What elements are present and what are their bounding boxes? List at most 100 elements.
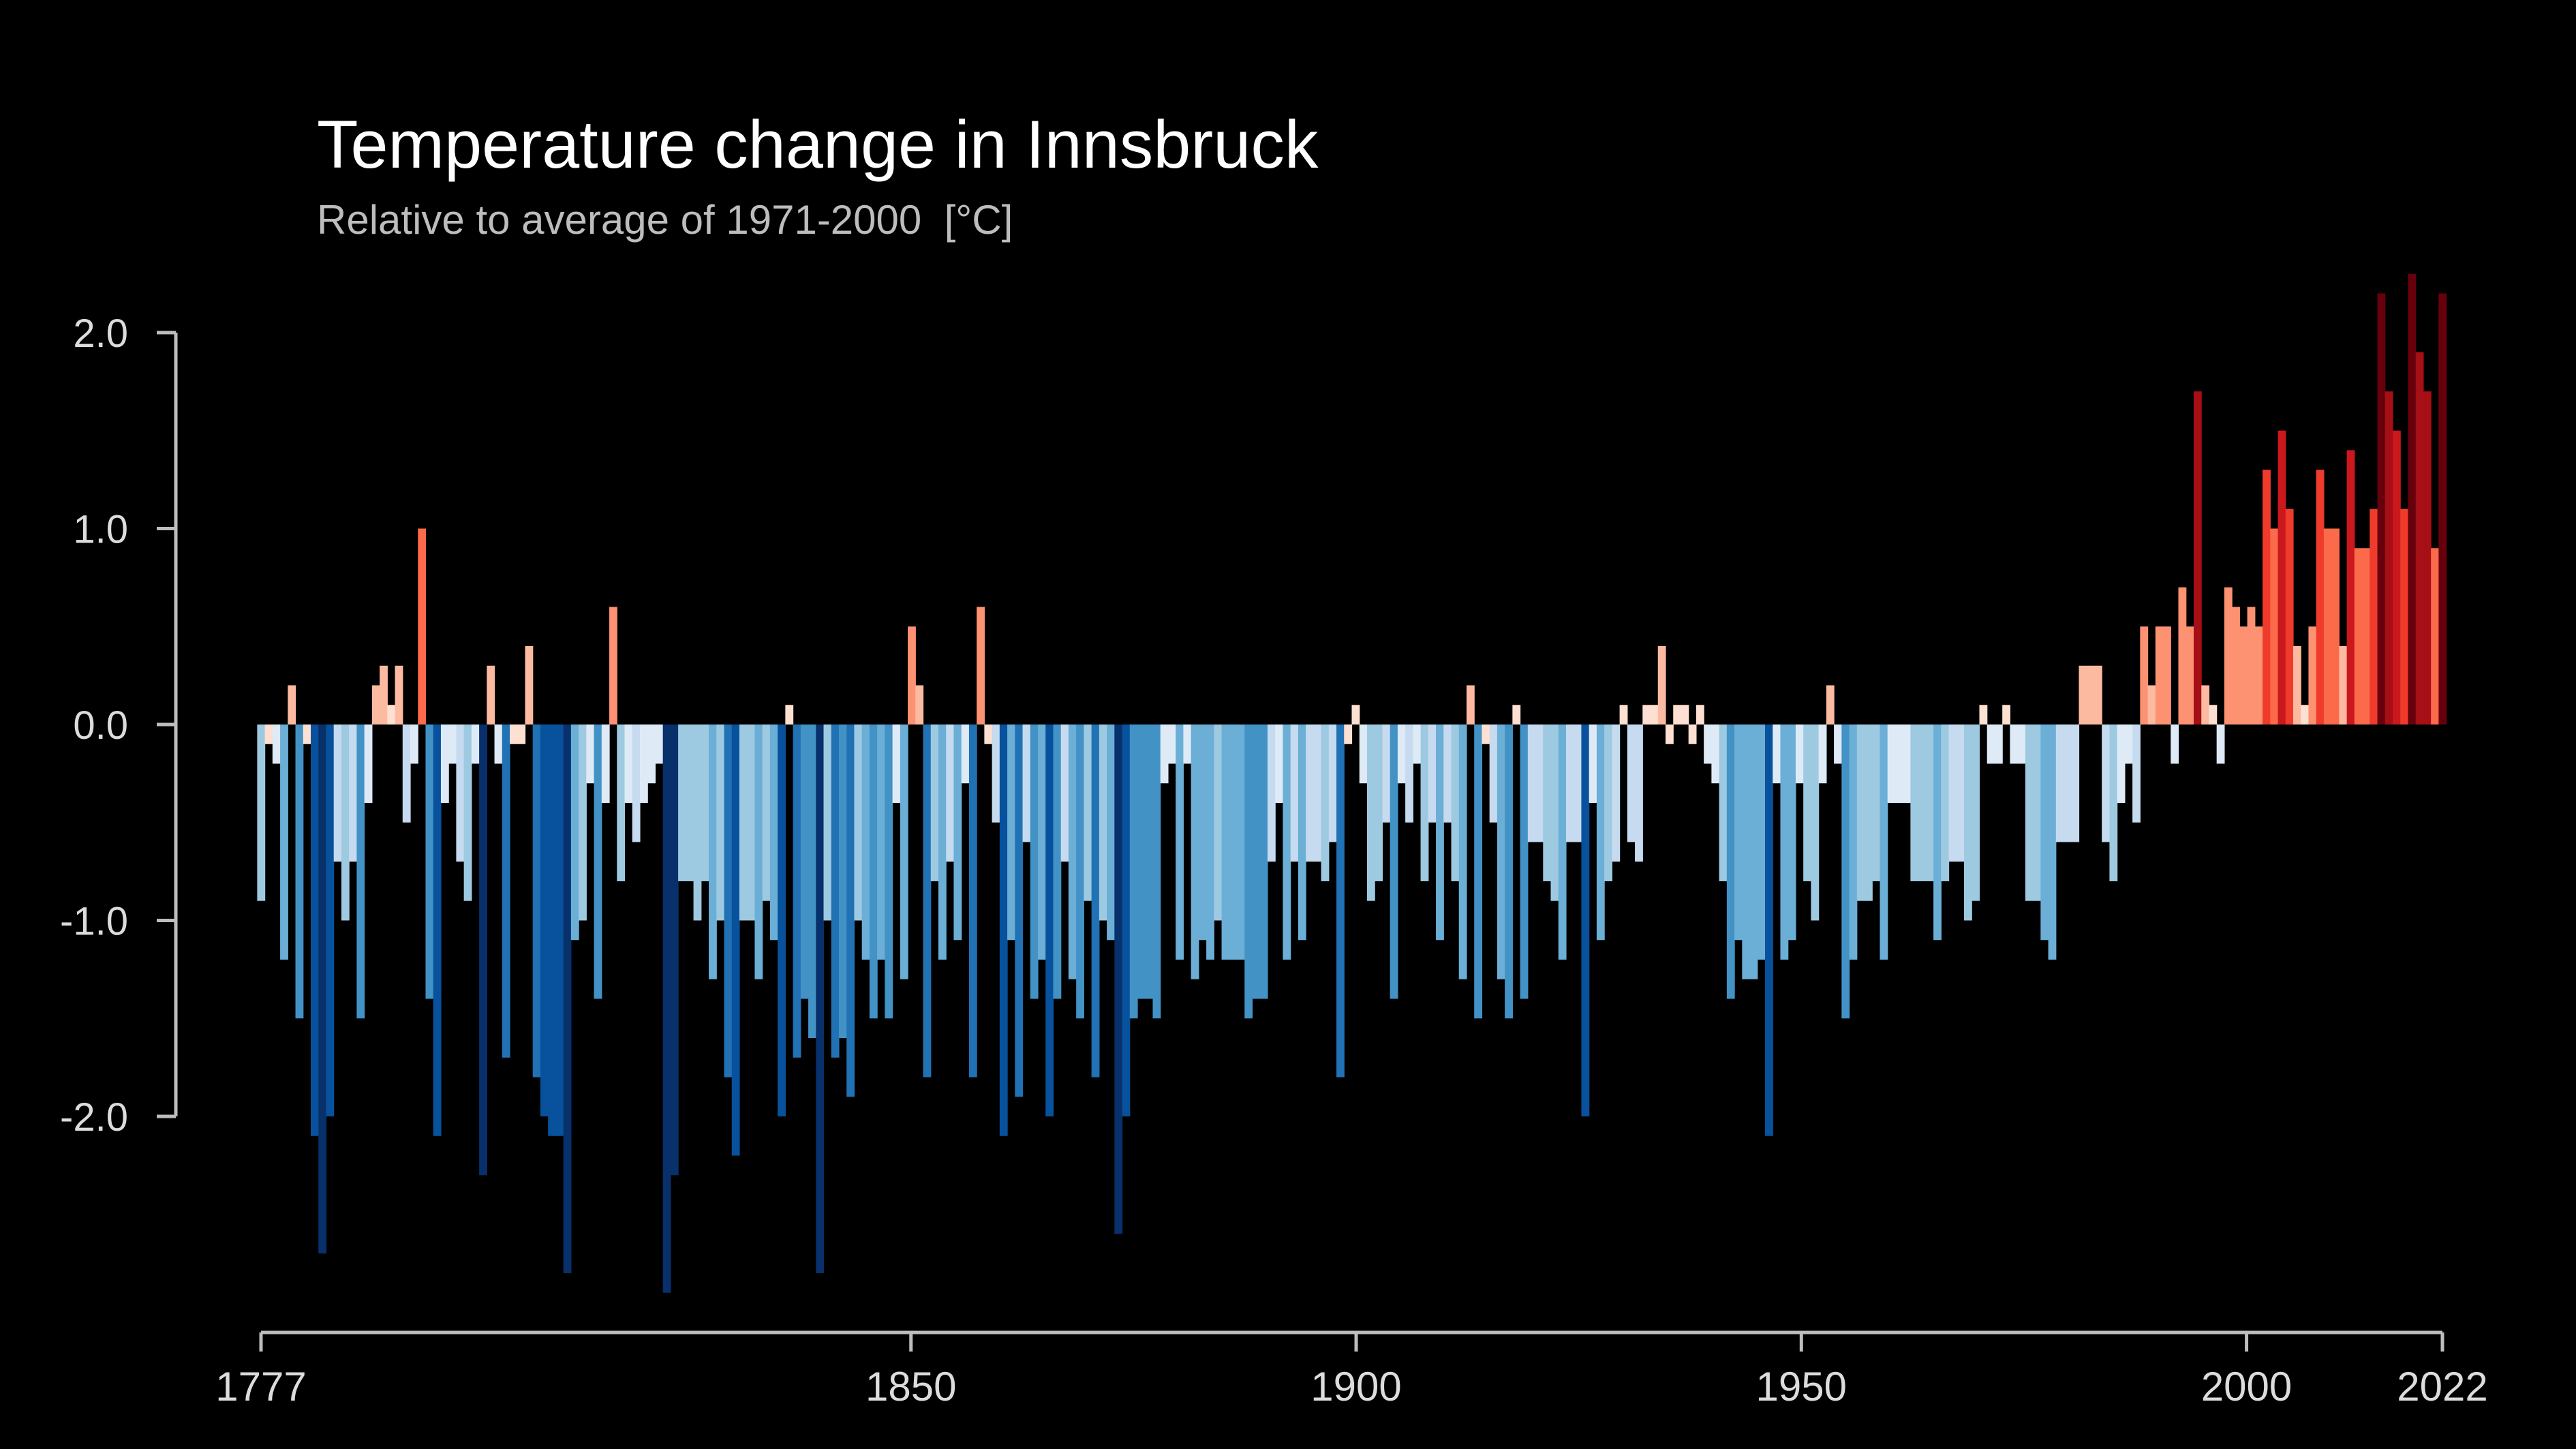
- bar-269: [2316, 470, 2325, 724]
- y-tick-label: -1.0: [60, 900, 128, 944]
- bar-109: [1091, 724, 1100, 1078]
- bar-53: [662, 724, 671, 1293]
- bar-243: [2117, 724, 2126, 803]
- bar-220: [1941, 724, 1950, 881]
- bar-134: [1283, 724, 1291, 960]
- bar-63: [739, 724, 748, 921]
- bar-51: [647, 724, 656, 784]
- bar-121: [1183, 724, 1192, 764]
- bar-74: [823, 724, 832, 921]
- bar-50: [639, 724, 648, 803]
- bar-254: [2201, 685, 2210, 724]
- bar-18: [395, 665, 403, 724]
- bar-259: [2239, 626, 2248, 724]
- bar-119: [1167, 724, 1176, 764]
- bar-81: [877, 724, 885, 960]
- bar-172: [1574, 724, 1582, 842]
- bar-47: [617, 724, 626, 881]
- bar-231: [2025, 724, 2034, 901]
- bar-65: [754, 724, 763, 979]
- bar-214: [1895, 724, 1903, 803]
- bar-0: [257, 724, 266, 901]
- bar-146: [1375, 724, 1383, 881]
- bar-6: [303, 724, 311, 744]
- bar-15: [371, 685, 380, 724]
- bar-46: [609, 607, 617, 724]
- bar-86: [915, 685, 924, 724]
- bar-28: [471, 724, 480, 764]
- bar-19: [402, 724, 411, 823]
- bar-55: [678, 724, 686, 881]
- bar-176: [1604, 724, 1612, 881]
- y-tick-label: 2.0: [73, 311, 128, 356]
- bar-184: [1665, 724, 1674, 744]
- bar-93: [968, 724, 977, 1078]
- bar-84: [900, 724, 908, 979]
- bar-77: [846, 724, 855, 1097]
- bar-133: [1275, 724, 1284, 803]
- bar-247: [2147, 685, 2156, 724]
- bar-168: [1543, 724, 1552, 881]
- bar-10: [333, 724, 342, 862]
- bar-143: [1351, 705, 1360, 724]
- bar-24: [440, 724, 449, 803]
- bar-203: [1811, 724, 1820, 921]
- bar-105: [1060, 724, 1069, 862]
- bar-253: [2193, 391, 2202, 724]
- bar-88: [930, 724, 939, 881]
- bar-233: [2040, 724, 2049, 941]
- bar-258: [2232, 607, 2240, 724]
- bar-101: [1030, 724, 1039, 999]
- bar-78: [854, 724, 863, 921]
- bar-7: [311, 724, 319, 1136]
- bar-154: [1436, 724, 1444, 941]
- bar-223: [1964, 724, 1972, 921]
- bar-100: [1022, 724, 1031, 842]
- bar-179: [1627, 724, 1636, 842]
- bar-136: [1298, 724, 1306, 941]
- chart-subtitle: Relative to average of 1971-2000 [°C]: [317, 197, 1013, 243]
- bar-104: [1053, 724, 1062, 999]
- bar-139: [1321, 724, 1330, 881]
- bar-234: [2048, 724, 2057, 960]
- bar-8: [318, 724, 327, 1254]
- bar-29: [479, 724, 487, 1176]
- bar-148: [1390, 724, 1398, 999]
- y-tick-label: -2.0: [60, 1095, 128, 1140]
- x-tick-label: 1777: [215, 1364, 306, 1409]
- bar-282: [2415, 352, 2424, 724]
- bar-230: [2017, 724, 2026, 764]
- bar-232: [2033, 724, 2041, 901]
- bar-38: [548, 724, 557, 1136]
- bar-137: [1306, 724, 1314, 862]
- bar-202: [1803, 724, 1811, 881]
- bar-237: [2071, 724, 2080, 842]
- bar-285: [2438, 293, 2447, 724]
- bar-261: [2254, 626, 2263, 724]
- bar-191: [1719, 724, 1728, 881]
- bar-216: [1910, 724, 1919, 881]
- bar-188: [1696, 705, 1704, 724]
- bar-59: [709, 724, 717, 979]
- bar-274: [2354, 548, 2363, 724]
- bar-82: [885, 724, 893, 1019]
- bar-200: [1788, 724, 1796, 941]
- bar-95: [984, 724, 993, 744]
- bar-23: [433, 724, 442, 1136]
- bar-14: [364, 724, 373, 803]
- bar-126: [1221, 724, 1230, 960]
- bar-210: [1865, 724, 1873, 901]
- bar-257: [2224, 587, 2233, 724]
- bar-31: [494, 724, 503, 764]
- bar-103: [1045, 724, 1054, 1116]
- bar-80: [869, 724, 878, 1019]
- bar-128: [1237, 724, 1245, 960]
- bar-92: [961, 724, 970, 784]
- bar-73: [816, 724, 825, 1273]
- bar-116: [1145, 724, 1154, 999]
- bar-12: [349, 724, 357, 862]
- bar-229: [2010, 724, 2019, 764]
- bar-153: [1428, 724, 1437, 823]
- bar-1: [264, 724, 273, 744]
- bar-160: [1482, 724, 1490, 744]
